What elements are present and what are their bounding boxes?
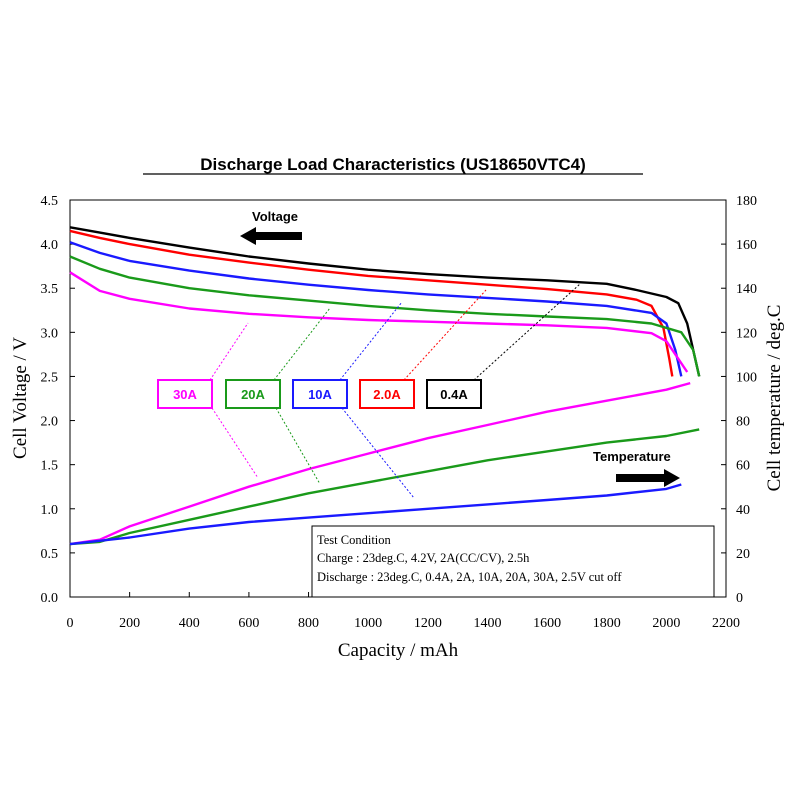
legend-label-20A: 20A — [241, 387, 265, 402]
y-right-tick-label: 160 — [736, 238, 757, 253]
x-tick-label: 1000 — [354, 616, 382, 631]
leader-lines — [209, 283, 581, 499]
temperature-line-10A — [69, 483, 682, 546]
chart-title: Discharge Load Characteristics (US18650V… — [200, 155, 586, 174]
legend-label-0_4A: 0.4A — [440, 387, 468, 402]
x-tick-label: 1800 — [593, 616, 621, 631]
leader-line-20A — [275, 407, 321, 485]
legend-box-20A — [225, 379, 281, 409]
x-tick-label: 1600 — [533, 616, 561, 631]
y-left-tick-label: 0.0 — [41, 591, 59, 606]
voltage-label: Voltage — [252, 209, 298, 224]
left-arrow-icon — [240, 227, 302, 245]
leader-line-10A — [341, 407, 415, 499]
y-right-tick-label: 140 — [736, 282, 757, 297]
x-tick-label: 1400 — [473, 616, 501, 631]
temperature-annotation: Temperature — [593, 449, 680, 487]
y-left-tick-label: 2.5 — [41, 370, 59, 385]
y-left-tick-label: 4.0 — [41, 238, 59, 253]
y-left-tick-label: 3.5 — [41, 282, 59, 297]
legend-label-30A: 30A — [173, 387, 197, 402]
leader-line-30A — [209, 322, 249, 381]
x-tick-label: 600 — [238, 616, 259, 631]
x-tick-label: 0 — [67, 616, 74, 631]
y-right-tick-label: 60 — [736, 459, 750, 474]
y-left-tick-label: 4.5 — [41, 194, 59, 209]
y-axis-right-label: Cell temperature / deg.C — [764, 305, 785, 492]
y-left-tick-label: 0.5 — [41, 547, 59, 562]
x-tick-label: 1200 — [414, 616, 442, 631]
x-tick-label: 2200 — [712, 616, 740, 631]
y-right-tick-label: 0 — [736, 591, 743, 606]
leader-line-30A — [211, 407, 259, 479]
y-left-tick-label: 3.0 — [41, 326, 59, 341]
leader-line-2_0A — [403, 289, 487, 381]
leader-line-10A — [339, 301, 403, 381]
temperature-line-30A — [69, 381, 691, 546]
temperature-line-20A — [69, 428, 700, 546]
y-axis-left-label: Cell Voltage / V — [10, 337, 31, 459]
voltage-line-20A — [69, 255, 701, 377]
temperature-label: Temperature — [593, 449, 671, 464]
legend-label-2_0A: 2.0A — [373, 387, 401, 402]
temperature-curves — [69, 381, 700, 546]
voltage-line-30A — [69, 271, 689, 373]
legend-label-10A: 10A — [308, 387, 332, 402]
test-condition-heading: Test Condition — [317, 533, 392, 547]
x-tick-label: 200 — [119, 616, 140, 631]
voltage-line-0_4A — [69, 226, 701, 377]
test-condition-charge: Charge : 23deg.C, 4.2V, 2A(CC/CV), 2.5h — [317, 551, 530, 565]
x-tick-labels: 0 200 400 600 800 1000 1200 1400 1600 1800 2000 220… — [67, 592, 740, 631]
y-right-tick-label: 40 — [736, 503, 750, 518]
y-left-tick-label: 1.0 — [41, 503, 59, 518]
y-left-tick-labels: 0.0 0.5 1.0 1.5 2.0 2.5 3.0 3.5 4.0 4.5 — [41, 194, 75, 606]
x-tick-label: 800 — [298, 616, 319, 631]
right-arrow-icon — [616, 469, 680, 487]
legend-box-30A — [157, 379, 213, 409]
legend-box-0_4A — [426, 379, 482, 409]
voltage-annotation: Voltage — [240, 209, 302, 245]
y-right-tick-label: 100 — [736, 370, 757, 385]
legend-box-2_0A — [359, 379, 415, 409]
test-condition-discharge: Discharge : 23deg.C, 0.4A, 2A, 10A, 20A,… — [317, 570, 622, 584]
y-right-tick-label: 80 — [736, 415, 750, 430]
y-left-tick-label: 2.0 — [41, 415, 59, 430]
y-right-tick-label: 120 — [736, 326, 757, 341]
test-condition-border — [311, 525, 715, 598]
voltage-curves — [69, 226, 701, 377]
y-left-tick-label: 1.5 — [41, 459, 59, 474]
y-right-tick-label: 180 — [736, 194, 757, 209]
voltage-line-10A — [69, 241, 683, 377]
x-axis-label: Capacity / mAh — [338, 640, 459, 661]
y-right-tick-label: 20 — [736, 547, 750, 562]
x-tick-label: 2000 — [652, 616, 680, 631]
legend: 30A 20A 10A 2.0A 0.4A — [157, 379, 482, 409]
test-condition-box: Test Condition Charge : 23deg.C, 4.2V, 2… — [311, 525, 715, 598]
y-right-tick-labels: 0 20 40 60 80 100 120 140 160 180 — [721, 194, 757, 606]
x-tick-label: 400 — [179, 616, 200, 631]
leader-line-20A — [273, 307, 331, 381]
legend-box-10A — [292, 379, 348, 409]
